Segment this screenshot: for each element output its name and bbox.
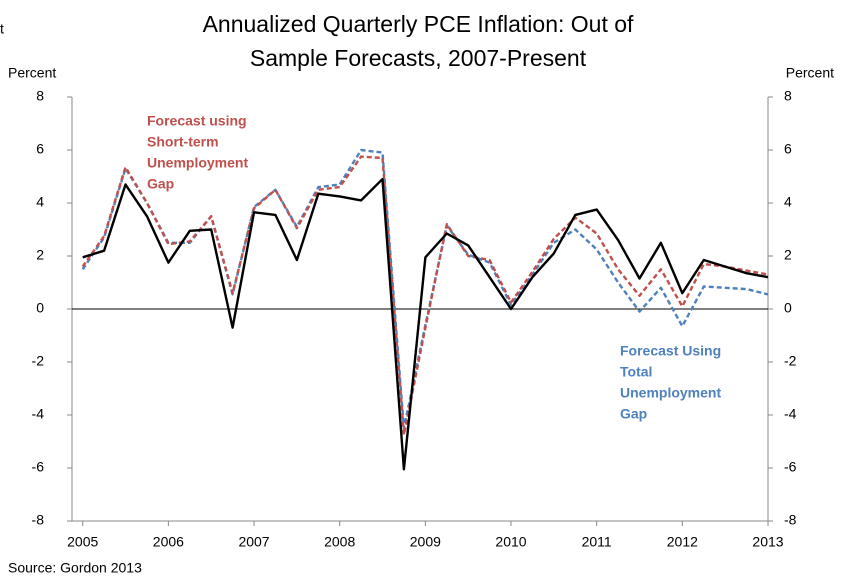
y2-tick-label: 8 [784,88,792,104]
source: Source: Gordon 2013 [8,560,142,576]
y2-tick-label: -8 [784,512,797,528]
x-tick-label: 2006 [153,534,184,550]
x-tick-label: 2009 [410,534,441,550]
x-tick-label: 2007 [238,534,269,550]
series-line [82,177,769,471]
annotation: Short-term [147,134,219,150]
y2-axis-label: Percent [786,65,834,81]
y2-tick-label: 4 [784,194,792,210]
chart-title: Sample Forecasts, 2007-Present [250,45,587,71]
y-axis-label: Percent [8,65,56,81]
y-tick-label: 8 [36,88,44,104]
y-tick-label: -4 [32,406,45,422]
y2-tick-label: -2 [784,353,797,369]
x-tick-label: 2005 [67,534,98,550]
y2-tick-label: -4 [784,406,797,422]
annotation: Total [620,364,652,380]
series-line [81,148,769,430]
y-tick-label: -6 [32,459,45,475]
x-tick-label: 2011 [582,534,612,550]
annotation: Unemployment [147,155,248,171]
x-tick-label: 2013 [752,534,783,550]
annotation: Forecast Using [620,343,721,359]
annotation: Unemployment [620,385,721,401]
y-tick-label: -2 [32,353,45,369]
y2-tick-label: 0 [784,300,792,316]
annotation: Forecast using [147,113,247,129]
chart-title: Annualized Quarterly PCE Inflation: Out … [203,11,634,37]
y-tick-label: -8 [32,512,45,528]
annotation: Gap [620,406,647,422]
annotation: Gap [147,176,174,192]
y-tick-label: 4 [36,194,44,210]
y-tick-label: 0 [36,300,44,316]
x-tick-label: 2012 [667,534,698,550]
y-tick-label: 2 [36,247,44,263]
y-tick-label: 6 [36,141,44,157]
y2-tick-label: 6 [784,141,792,157]
y2-tick-label: 2 [784,247,792,263]
series-line [81,155,769,437]
x-tick-label: 2010 [495,534,526,550]
corner-text: t [0,21,4,37]
x-tick-label: 2008 [324,534,355,550]
y2-tick-label: -6 [784,459,797,475]
